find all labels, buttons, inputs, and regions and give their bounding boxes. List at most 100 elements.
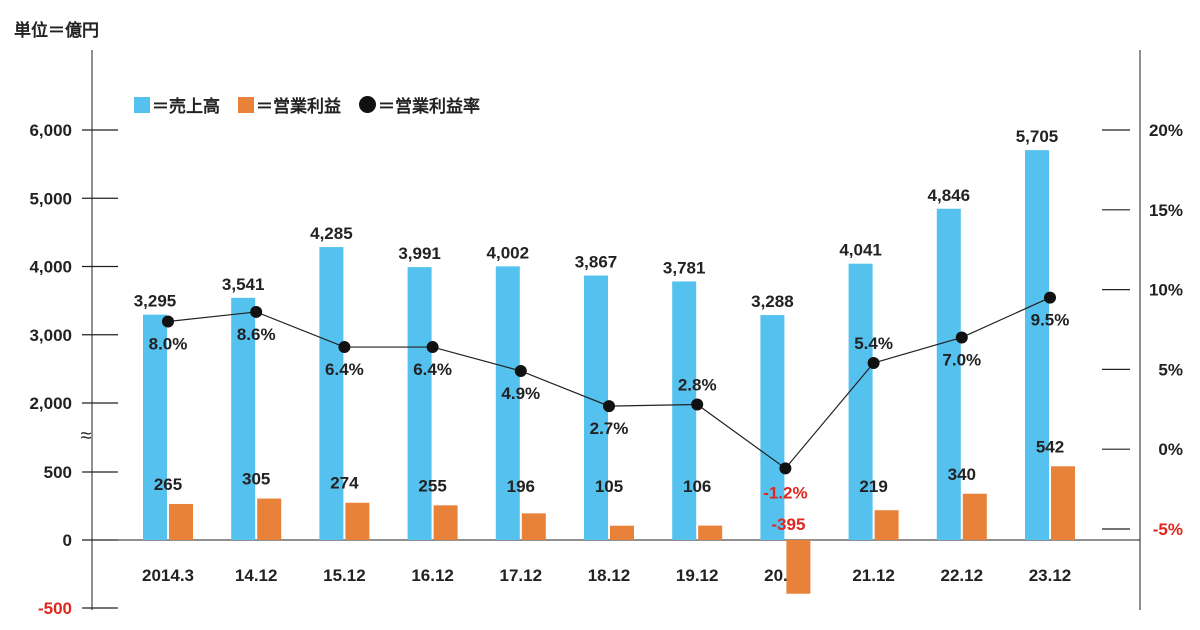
op-margin-value-label: 4.9% bbox=[501, 384, 540, 403]
left-tick-label: 2,000 bbox=[29, 394, 72, 413]
legend-item-sales: ＝売上高 bbox=[134, 92, 220, 117]
op-margin-point bbox=[691, 398, 704, 411]
sales-bar bbox=[495, 266, 520, 540]
sales-value-label: 4,002 bbox=[487, 243, 530, 262]
axis-break-icon: ≈ bbox=[81, 425, 92, 447]
x-tick-label: 2014.3 bbox=[142, 566, 194, 585]
x-tick-label: 18.12 bbox=[588, 566, 631, 585]
left-tick-label: 5,000 bbox=[29, 189, 72, 208]
op-profit-value-label: 274 bbox=[330, 474, 359, 493]
op-margin-point bbox=[867, 357, 880, 370]
op-margin-point bbox=[603, 400, 615, 413]
op-margin-point bbox=[162, 315, 174, 328]
legend-swatch-sales bbox=[134, 96, 150, 113]
op-profit-bar bbox=[698, 525, 723, 540]
sales-value-label: 3,541 bbox=[222, 275, 265, 294]
op-profit-value-label: 196 bbox=[507, 477, 535, 496]
sales-bar bbox=[1025, 150, 1049, 541]
op-margin-point bbox=[955, 331, 968, 344]
op-profit-value-label: 265 bbox=[154, 475, 182, 494]
op-profit-value-label: 542 bbox=[1036, 437, 1064, 456]
sales-value-label: 4,041 bbox=[839, 241, 882, 260]
x-tick-label: 23.12 bbox=[1029, 566, 1072, 585]
x-tick-label: 14.12 bbox=[235, 566, 278, 585]
op-margin-line bbox=[167, 297, 1051, 470]
op-margin-point bbox=[779, 462, 792, 475]
sales-value-label: 3,781 bbox=[663, 258, 706, 277]
right-tick-label: 5% bbox=[1158, 360, 1183, 379]
sales-value-label: 4,846 bbox=[928, 186, 971, 205]
legend-item-op-profit: ＝営業利益 bbox=[238, 92, 341, 117]
legend: ＝売上高 ＝営業利益 ＝営業利益率 bbox=[134, 92, 498, 117]
sales-bar bbox=[143, 314, 167, 540]
op-margin-value-label: 6.4% bbox=[413, 360, 452, 379]
sales-value-label: 5,705 bbox=[1016, 127, 1059, 146]
sales-bar bbox=[231, 297, 256, 540]
op-profit-value-label: 219 bbox=[859, 477, 887, 496]
op-profit-value-label: 106 bbox=[683, 477, 711, 496]
op-profit-bar bbox=[257, 498, 282, 540]
left-tick-label: 500 bbox=[44, 463, 72, 482]
left-tick-label: 0 bbox=[63, 531, 72, 550]
op-profit-bar bbox=[521, 513, 546, 540]
op-profit-bar bbox=[1051, 466, 1075, 540]
op-profit-value-label: 255 bbox=[418, 476, 446, 495]
op-margin-value-label: 9.5% bbox=[1031, 311, 1070, 330]
sales-bar bbox=[407, 267, 432, 540]
right-tick-label: 20% bbox=[1149, 121, 1183, 140]
op-margin-point bbox=[1044, 291, 1056, 304]
right-tick-label: 0% bbox=[1158, 440, 1183, 459]
op-margin-value-label: -1.2% bbox=[763, 483, 807, 502]
op-margin-point bbox=[250, 305, 263, 318]
x-tick-label: 21.12 bbox=[852, 566, 895, 585]
legend-swatch-op-profit bbox=[238, 96, 254, 113]
op-profit-bar bbox=[345, 502, 370, 540]
sales-bar bbox=[848, 263, 873, 540]
op-profit-bar bbox=[962, 493, 987, 540]
left-tick-label: 3,000 bbox=[29, 326, 72, 345]
sales-value-label: 3,295 bbox=[134, 292, 177, 311]
left-tick-label: -500 bbox=[38, 599, 72, 618]
x-tick-label: 15.12 bbox=[323, 566, 366, 585]
sales-value-label: 4,285 bbox=[310, 224, 353, 243]
legend-item-op-margin: ＝営業利益率 bbox=[359, 92, 480, 117]
sales-value-label: 3,991 bbox=[398, 244, 441, 263]
op-profit-value-label: 340 bbox=[948, 465, 976, 484]
op-margin-point bbox=[514, 364, 527, 377]
legend-label-op-profit: ＝営業利益 bbox=[256, 97, 341, 117]
x-tick-label: 19.12 bbox=[676, 566, 719, 585]
op-margin-point bbox=[338, 341, 351, 354]
right-tick-label: 15% bbox=[1149, 201, 1183, 220]
left-tick-label: 6,000 bbox=[29, 121, 72, 140]
unit-label: 単位＝億円 bbox=[14, 21, 99, 41]
x-tick-label: 16.12 bbox=[411, 566, 454, 585]
op-margin-value-label: 8.0% bbox=[149, 335, 188, 354]
op-profit-value-label: -395 bbox=[771, 515, 805, 534]
sales-bar bbox=[672, 281, 697, 540]
right-tick-label: -5% bbox=[1153, 520, 1183, 539]
x-tick-label: 17.12 bbox=[500, 566, 543, 585]
op-profit-bar bbox=[874, 510, 899, 540]
sales-bar bbox=[319, 247, 344, 540]
op-margin-value-label: 5.4% bbox=[854, 334, 893, 353]
legend-label-op-margin: ＝営業利益率 bbox=[378, 97, 480, 117]
legend-swatch-op-margin bbox=[359, 96, 376, 113]
op-margin-value-label: 8.6% bbox=[237, 325, 276, 344]
sales-bar bbox=[936, 208, 961, 540]
sales-value-label: 3,867 bbox=[575, 253, 618, 272]
x-tick-label: 22.12 bbox=[941, 566, 984, 585]
op-profit-bar bbox=[610, 525, 634, 540]
op-margin-value-label: 6.4% bbox=[325, 360, 364, 379]
op-profit-bar bbox=[433, 505, 458, 540]
op-margin-point bbox=[426, 341, 439, 354]
right-tick-label: 10% bbox=[1149, 281, 1183, 300]
left-tick-label: 4,000 bbox=[29, 258, 72, 277]
op-margin-value-label: 2.8% bbox=[678, 376, 717, 395]
legend-label-sales: ＝売上高 bbox=[152, 97, 220, 117]
op-profit-bar bbox=[169, 503, 193, 540]
op-profit-value-label: 105 bbox=[595, 477, 623, 496]
op-profit-bar bbox=[786, 540, 811, 594]
op-profit-value-label: 305 bbox=[242, 470, 270, 489]
sales-bar bbox=[760, 315, 785, 540]
